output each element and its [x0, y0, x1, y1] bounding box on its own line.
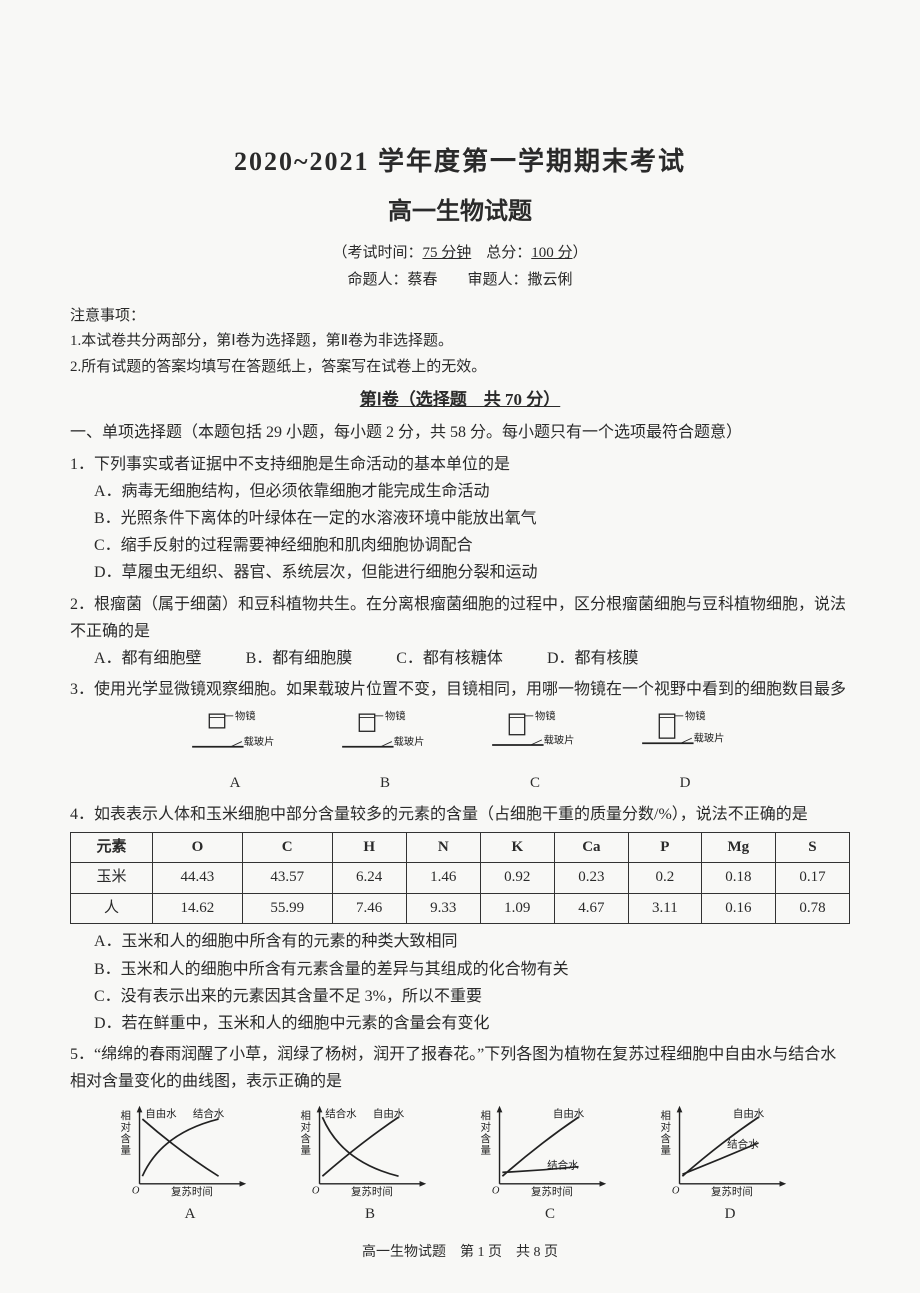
svg-text:相: 相 — [120, 1109, 130, 1122]
section1-title: 第Ⅰ卷（选择题 共 70 分） — [70, 386, 850, 415]
q2-opt-d: D．都有核膜 — [547, 645, 639, 672]
svg-text:量: 量 — [480, 1144, 490, 1156]
svg-text:量: 量 — [660, 1144, 670, 1156]
table-header: Ca — [554, 832, 628, 863]
q2-opt-a: A．都有细胞壁 — [94, 645, 202, 672]
page-footer: 高一生物试题 第 1 页 共 8 页 — [0, 1241, 920, 1265]
svg-text:对: 对 — [120, 1120, 131, 1133]
svg-text:量: 量 — [300, 1144, 310, 1156]
q5-chart-d: 相 对 含 量 O 复苏时间 自由水 结合水 D — [655, 1100, 805, 1228]
q4-opt-a: A．玉米和人的细胞中所含有的元素的种类大致相同 — [70, 928, 850, 955]
q3-diagram-b: 物镜 载玻片 B — [330, 709, 440, 797]
table-row: 玉米44.4343.576.241.460.920.230.20.180.17 — [71, 863, 850, 894]
svg-text:相: 相 — [660, 1109, 670, 1122]
svg-text:O: O — [312, 1185, 320, 1196]
q2-opt-b: B．都有细胞膜 — [246, 645, 353, 672]
svg-text:物镜: 物镜 — [385, 710, 406, 723]
svg-text:物镜: 物镜 — [535, 710, 556, 723]
q2-options: A．都有细胞壁 B．都有细胞膜 C．都有核糖体 D．都有核膜 — [70, 645, 850, 672]
svg-text:结合水: 结合水 — [727, 1137, 759, 1150]
table-header: N — [406, 832, 480, 863]
q3-diagram-a: 物镜 载玻片 A — [180, 709, 290, 797]
q5-chart-c: 相 对 含 量 O 复苏时间 自由水 结合水 C — [475, 1100, 625, 1228]
svg-text:含: 含 — [480, 1131, 491, 1144]
svg-text:含: 含 — [120, 1131, 131, 1144]
svg-text:物镜: 物镜 — [235, 710, 256, 723]
table-header: H — [332, 832, 406, 863]
q3-diagrams: 物镜 载玻片 A 物镜 载玻片 B 物镜 — [70, 709, 850, 797]
table-header: P — [628, 832, 701, 863]
svg-text:复苏时间: 复苏时间 — [171, 1185, 213, 1198]
svg-text:结合水: 结合水 — [547, 1158, 579, 1171]
table-header: O — [152, 832, 242, 863]
exam-info: （考试时间：75 分钟 总分：100 分） — [70, 241, 850, 267]
q4-opt-b: B．玉米和人的细胞中所含有元素含量的差异与其组成的化合物有关 — [70, 956, 850, 983]
svg-text:复苏时间: 复苏时间 — [711, 1185, 753, 1198]
notice-head: 注意事项： — [70, 304, 850, 330]
q1-opt-b: B．光照条件下离体的叶绿体在一定的水溶液环境中能放出氧气 — [70, 505, 850, 532]
q3-diagram-d: 物镜 载玻片 D — [630, 709, 740, 797]
svg-text:自由水: 自由水 — [733, 1107, 765, 1120]
svg-text:含: 含 — [660, 1131, 671, 1144]
svg-text:载玻片: 载玻片 — [694, 732, 725, 745]
q3-stem: 3．使用光学显微镜观察细胞。如果载玻片位置不变，目镜相同，用哪一物镜在一个视野中… — [70, 676, 850, 703]
q4-stem: 4．如表表示人体和玉米细胞中部分含量较多的元素的含量（占细胞干重的质量分数/%）… — [70, 801, 850, 828]
svg-text:相: 相 — [480, 1109, 490, 1122]
q5-chart-b: 相 对 含 量 O 复苏时间 自由水 结合水 B — [295, 1100, 445, 1228]
svg-text:O: O — [672, 1185, 680, 1196]
exam-subtitle: 高一生物试题 — [70, 192, 850, 233]
q2-opt-c: C．都有核糖体 — [396, 645, 503, 672]
svg-text:复苏时间: 复苏时间 — [531, 1185, 573, 1198]
table-header: Mg — [701, 832, 775, 863]
svg-text:结合水: 结合水 — [325, 1107, 357, 1120]
q1-opt-d: D．草履虫无组织、器官、系统层次，但能进行细胞分裂和运动 — [70, 559, 850, 586]
q5-charts: 相 对 含 量 O 复苏时间 自由水 结合水 A 相 对 含 量 — [70, 1100, 850, 1228]
q5-stem: 5．“绵绵的春雨润醒了小草，润绿了杨树，润开了报春花。”下列各图为植物在复苏过程… — [70, 1041, 850, 1095]
svg-text:相: 相 — [300, 1109, 310, 1122]
svg-text:自由水: 自由水 — [145, 1107, 177, 1120]
table-header: C — [242, 832, 332, 863]
q4-opt-c: C．没有表示出来的元素因其含量不足 3%，所以不重要 — [70, 983, 850, 1010]
svg-text:载玻片: 载玻片 — [544, 734, 575, 747]
table-row: 人14.6255.997.469.331.094.673.110.160.78 — [71, 893, 850, 924]
question-1: 1．下列事实或者证据中不支持细胞是生命活动的基本单位的是 A．病毒无细胞结构，但… — [70, 451, 850, 587]
notice-line2: 2.所有试题的答案均填写在答题纸上，答案写在试卷上的无效。 — [70, 355, 850, 381]
svg-text:含: 含 — [300, 1131, 311, 1144]
q4-table: 元素OCHNKCaPMgS玉米44.4343.576.241.460.920.2… — [70, 832, 850, 925]
q1-opt-c: C．缩手反射的过程需要神经细胞和肌肉细胞协调配合 — [70, 532, 850, 559]
q1-opt-a: A．病毒无细胞结构，但必须依靠细胞才能完成生命活动 — [70, 478, 850, 505]
svg-text:自由水: 自由水 — [373, 1107, 405, 1120]
svg-text:结合水: 结合水 — [193, 1107, 225, 1120]
section1-instr: 一、单项选择题（本题包括 29 小题，每小题 2 分，共 58 分。每小题只有一… — [70, 419, 850, 446]
notice-line1: 1.本试卷共分两部分，第Ⅰ卷为选择题，第Ⅱ卷为非选择题。 — [70, 329, 850, 355]
question-5: 5．“绵绵的春雨润醒了小草，润绿了杨树，润开了报春花。”下列各图为植物在复苏过程… — [70, 1041, 850, 1227]
question-3: 3．使用光学显微镜观察细胞。如果载玻片位置不变，目镜相同，用哪一物镜在一个视野中… — [70, 676, 850, 797]
svg-text:对: 对 — [480, 1120, 491, 1133]
question-2: 2．根瘤菌（属于细菌）和豆科植物共生。在分离根瘤菌细胞的过程中，区分根瘤菌细胞与… — [70, 591, 850, 673]
svg-text:自由水: 自由水 — [553, 1107, 585, 1120]
q5-chart-a: 相 对 含 量 O 复苏时间 自由水 结合水 A — [115, 1100, 265, 1228]
table-header: 元素 — [71, 832, 153, 863]
exam-credit: 命题人：蔡春 审题人：撒云俐 — [70, 268, 850, 294]
svg-text:O: O — [492, 1185, 500, 1196]
q3-diagram-c: 物镜 载玻片 C — [480, 709, 590, 797]
svg-text:对: 对 — [300, 1120, 311, 1133]
svg-text:量: 量 — [120, 1144, 130, 1156]
svg-text:物镜: 物镜 — [685, 710, 706, 723]
table-header: S — [775, 832, 849, 863]
svg-text:载玻片: 载玻片 — [394, 735, 425, 748]
table-header: K — [480, 832, 554, 863]
q1-stem: 1．下列事实或者证据中不支持细胞是生命活动的基本单位的是 — [70, 451, 850, 478]
q4-opt-d: D．若在鲜重中，玉米和人的细胞中元素的含量会有变化 — [70, 1010, 850, 1037]
svg-text:载玻片: 载玻片 — [244, 735, 275, 748]
svg-text:O: O — [132, 1185, 140, 1196]
exam-title: 2020~2021 学年度第一学期期末考试 — [70, 140, 850, 184]
question-4: 4．如表表示人体和玉米细胞中部分含量较多的元素的含量（占细胞干重的质量分数/%）… — [70, 801, 850, 1037]
svg-text:复苏时间: 复苏时间 — [351, 1185, 393, 1198]
svg-text:对: 对 — [660, 1120, 671, 1133]
q2-stem: 2．根瘤菌（属于细菌）和豆科植物共生。在分离根瘤菌细胞的过程中，区分根瘤菌细胞与… — [70, 591, 850, 645]
